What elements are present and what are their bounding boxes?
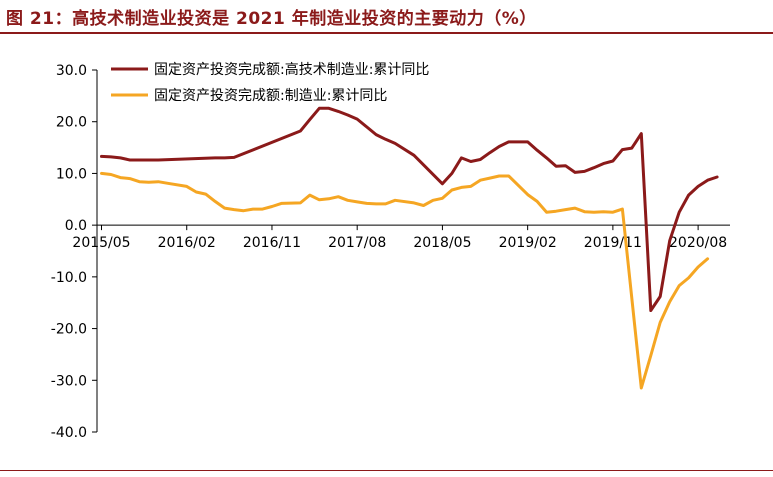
x-tick-label: 2020/08 [669, 235, 727, 251]
legend-label-1: 固定资产投资完成额:高技术制造业:累计同比 [154, 61, 429, 78]
y-tick-label: -20.0 [51, 322, 87, 338]
x-tick-label: 2019/02 [499, 235, 557, 251]
y-tick-label: -30.0 [51, 373, 87, 389]
y-tick-label: 0.0 [65, 218, 87, 234]
x-tick-label: 2016/02 [158, 235, 216, 251]
y-tick-label: 10.0 [56, 166, 87, 182]
x-tick-label: 2018/05 [413, 235, 471, 251]
figure-title: 图 21：高技术制造业投资是 2021 年制造业投资的主要动力（%） [6, 9, 537, 29]
x-tick-label: 2019/11 [584, 235, 642, 251]
y-tick-label: 20.0 [56, 115, 87, 131]
y-tick-label: 30.0 [56, 63, 87, 79]
x-tick-label: 2016/11 [243, 235, 301, 251]
legend-label-2: 固定资产投资完成额:制造业:累计同比 [154, 88, 387, 104]
series-line-1 [100, 106, 719, 312]
x-axis: 2015/05 2016/02 2016/11 2017/08 2018/05 2019/… [72, 224, 730, 251]
series-line-2 [100, 171, 710, 390]
y-axis: 30.0 20.0 10.0 0.0 -10.0 -20.0 -30.0 -40.0 [51, 63, 98, 441]
x-tick-label: 2015/05 [72, 235, 130, 251]
x-tick-label: 2017/08 [328, 235, 386, 251]
series-lines [100, 106, 719, 390]
y-tick-label: -10.0 [51, 270, 87, 286]
y-tick-label: -40.0 [51, 425, 87, 441]
bottom-rule [0, 470, 773, 471]
title-rule [0, 32, 773, 34]
